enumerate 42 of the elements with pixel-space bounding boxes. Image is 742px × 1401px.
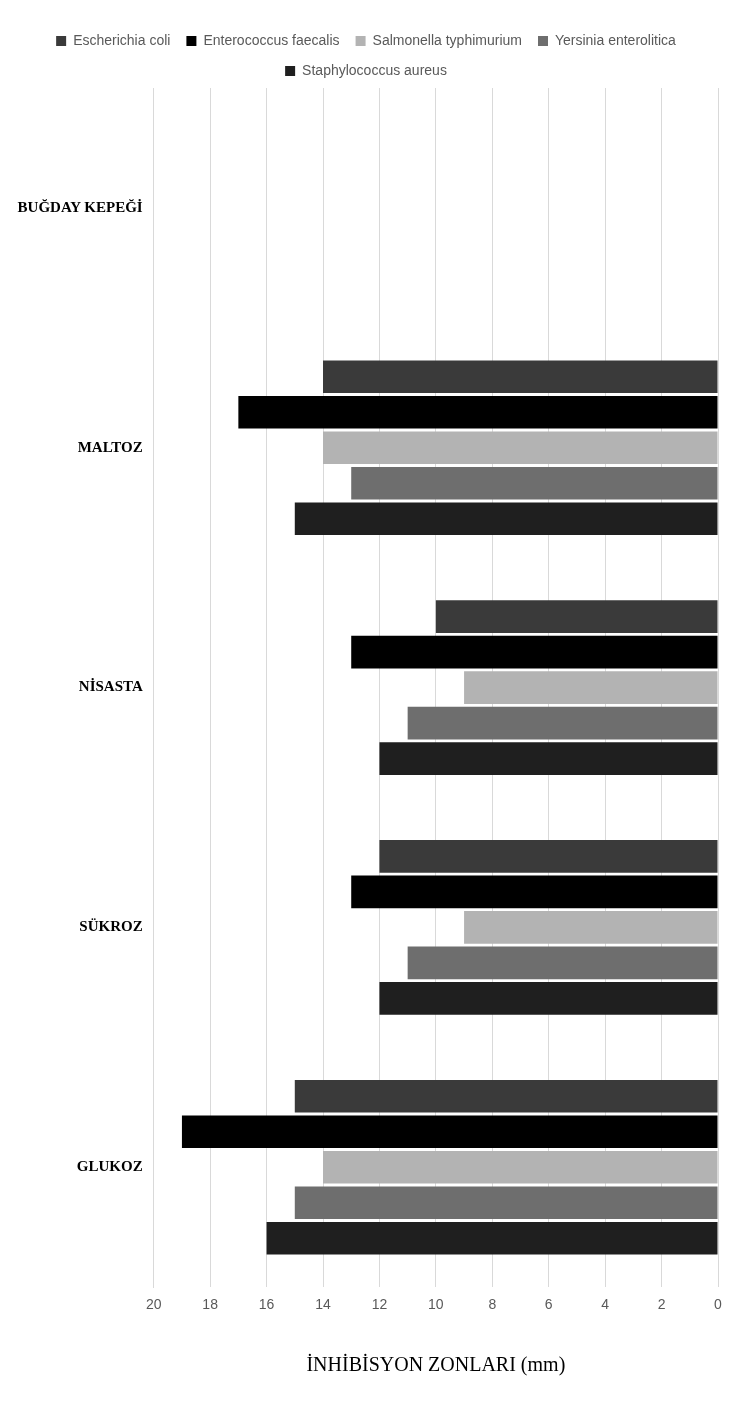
x-tick-label: 2 (657, 1296, 666, 1313)
legend-label: Yersinia enterolitica (554, 31, 677, 48)
bar (407, 706, 718, 740)
bar (294, 502, 718, 536)
x-axis-title: İNHİBİSYON ZONLARI (mm) (306, 1353, 566, 1377)
bar (181, 1115, 718, 1149)
bar (294, 1079, 718, 1113)
x-tick-label: 18 (202, 1296, 219, 1313)
x-tick-label: 10 (428, 1296, 444, 1313)
x-tick-label: 12 (371, 1296, 388, 1313)
bar (323, 431, 718, 465)
y-tick-label: BUĞDAY KEPEĞİ (17, 198, 143, 215)
bar (464, 671, 718, 704)
bar (379, 840, 718, 873)
bar (294, 1186, 718, 1220)
bar (351, 635, 718, 669)
legend-label: Staphylococcus aureus (302, 61, 447, 78)
bar (351, 466, 718, 500)
x-tick-label: 14 (315, 1296, 331, 1313)
x-tick-label: 16 (258, 1296, 275, 1313)
y-tick-label: SÜKROZ (79, 918, 143, 935)
bar (379, 982, 718, 1015)
bar (379, 742, 718, 775)
legend-label: Escherichia coli (73, 31, 171, 48)
bar (238, 395, 718, 429)
bar (266, 1221, 718, 1255)
bar (323, 360, 718, 394)
legend-label: Salmonella typhimurium (372, 31, 522, 48)
bar (407, 946, 718, 980)
x-tick-label: 8 (488, 1296, 497, 1313)
x-tick-label: 4 (601, 1296, 610, 1313)
x-tick-label: 20 (145, 1296, 162, 1313)
bar (323, 1150, 718, 1184)
y-tick-label: NİSASTA (78, 678, 143, 695)
x-tick-label: 0 (714, 1296, 723, 1313)
bar (435, 600, 718, 633)
bar (464, 911, 718, 944)
x-tick-label: 6 (544, 1296, 553, 1313)
y-tick-label: GLUKOZ (76, 1158, 143, 1175)
legend-label: Enterococcus faecalis (203, 31, 340, 48)
bar (351, 875, 718, 909)
y-tick-label: MALTOZ (77, 438, 143, 455)
